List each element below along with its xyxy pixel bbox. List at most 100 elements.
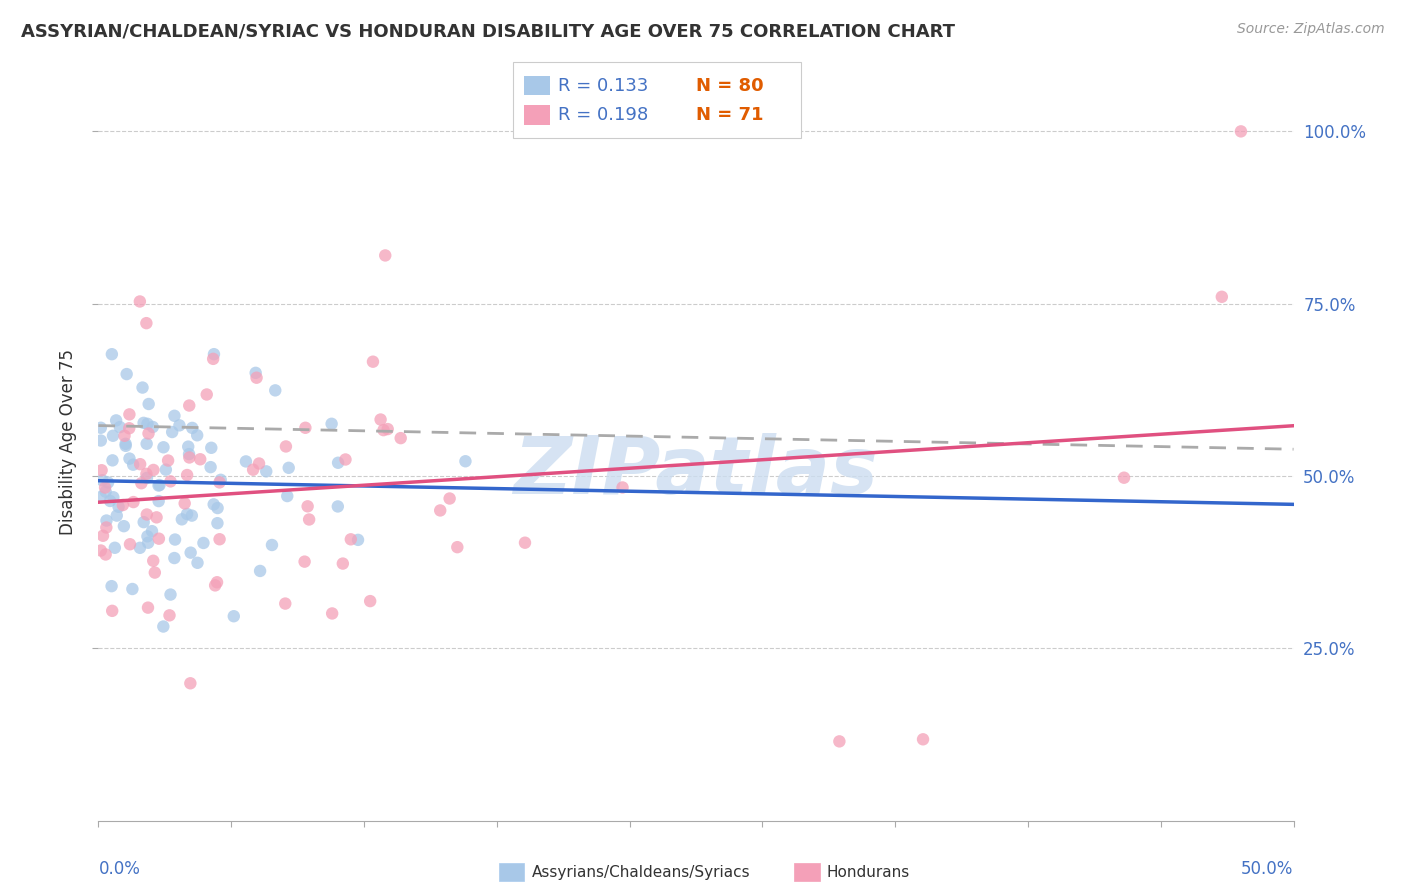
- Point: [200, 460, 222, 475]
- Point: [112, 519, 135, 533]
- Point: [96, 520, 118, 534]
- Point: [129, 457, 152, 471]
- Text: R = 0.198: R = 0.198: [558, 106, 648, 124]
- Point: [200, 441, 222, 455]
- Point: [321, 607, 343, 621]
- Point: [207, 516, 229, 531]
- Point: [94, 481, 117, 495]
- Point: [108, 420, 131, 434]
- Point: [297, 500, 319, 514]
- Point: [94, 484, 117, 499]
- Point: [90, 463, 112, 477]
- Point: [389, 431, 412, 445]
- Point: [135, 436, 157, 450]
- Point: [148, 478, 170, 492]
- Point: [131, 380, 153, 394]
- Point: [152, 440, 174, 454]
- Point: [159, 588, 181, 602]
- Point: [128, 294, 150, 309]
- Point: [242, 463, 264, 477]
- Point: [1112, 471, 1135, 485]
- Point: [96, 514, 118, 528]
- Point: [157, 453, 180, 467]
- Point: [138, 426, 160, 441]
- Point: [204, 578, 226, 592]
- Point: [163, 409, 186, 423]
- Point: [159, 608, 181, 623]
- Point: [97, 475, 120, 490]
- Point: [207, 501, 229, 516]
- Point: [249, 564, 271, 578]
- Point: [222, 609, 245, 624]
- Point: [179, 676, 201, 690]
- Point: [155, 463, 177, 477]
- Point: [170, 512, 193, 526]
- Point: [142, 420, 165, 434]
- Point: [90, 421, 112, 435]
- Text: ZIPatlas: ZIPatlas: [513, 433, 879, 511]
- Point: [131, 476, 153, 491]
- Point: [274, 440, 297, 454]
- Point: [276, 489, 298, 503]
- Point: [142, 554, 165, 568]
- Point: [136, 417, 159, 431]
- Point: [439, 491, 461, 506]
- Point: [107, 500, 129, 514]
- Point: [373, 423, 395, 437]
- Point: [91, 473, 114, 487]
- Point: [98, 494, 121, 508]
- Point: [612, 480, 634, 494]
- Point: [148, 494, 170, 508]
- Point: [160, 425, 183, 439]
- Point: [298, 512, 321, 526]
- Point: [180, 508, 202, 523]
- Point: [122, 495, 145, 509]
- Point: [115, 367, 138, 381]
- Point: [118, 451, 141, 466]
- Point: [208, 533, 231, 547]
- Point: [132, 416, 155, 430]
- Point: [247, 457, 270, 471]
- Point: [205, 575, 228, 590]
- Point: [90, 490, 112, 504]
- Point: [118, 408, 141, 422]
- Point: [90, 434, 112, 448]
- Point: [321, 417, 343, 431]
- Point: [186, 428, 208, 442]
- Point: [103, 490, 125, 504]
- Point: [159, 475, 181, 489]
- Point: [180, 546, 202, 560]
- Point: [101, 347, 124, 361]
- Point: [264, 384, 287, 398]
- Point: [377, 422, 399, 436]
- Point: [294, 555, 316, 569]
- Point: [148, 532, 170, 546]
- Point: [347, 533, 370, 547]
- Point: [1230, 124, 1253, 138]
- Text: Source: ZipAtlas.com: Source: ZipAtlas.com: [1237, 22, 1385, 37]
- Point: [114, 439, 136, 453]
- Point: [100, 579, 122, 593]
- Point: [177, 440, 200, 454]
- Point: [260, 538, 283, 552]
- Point: [169, 418, 191, 433]
- Point: [179, 450, 201, 465]
- Point: [118, 421, 141, 435]
- Point: [235, 454, 257, 468]
- Point: [114, 429, 136, 443]
- Point: [429, 503, 451, 517]
- Point: [136, 529, 159, 543]
- Point: [138, 397, 160, 411]
- Point: [202, 347, 225, 361]
- Point: [136, 471, 159, 485]
- Point: [163, 551, 186, 566]
- Point: [181, 421, 204, 435]
- Point: [245, 370, 267, 384]
- Point: [1211, 290, 1233, 304]
- Point: [142, 463, 165, 477]
- Point: [136, 535, 159, 549]
- Point: [828, 734, 851, 748]
- Point: [105, 413, 128, 427]
- Point: [94, 548, 117, 562]
- Point: [277, 460, 299, 475]
